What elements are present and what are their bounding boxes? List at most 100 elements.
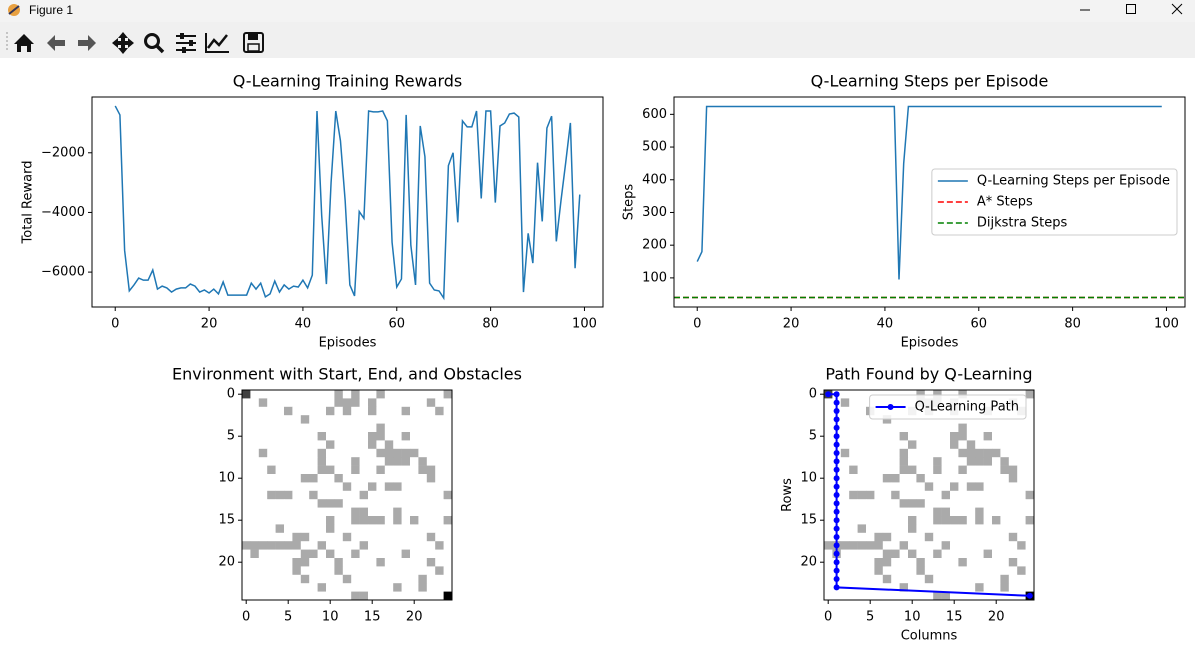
grid-cell xyxy=(342,583,352,592)
grid-cell xyxy=(1000,541,1010,550)
grid-cell xyxy=(426,524,436,534)
grid-cell xyxy=(309,591,318,601)
grid-cell xyxy=(992,448,1001,458)
grid-cell xyxy=(401,398,411,408)
grid-cell xyxy=(1025,423,1035,433)
grid-cell xyxy=(1008,507,1018,517)
grid-cell xyxy=(941,566,951,576)
save-button[interactable] xyxy=(243,32,264,53)
y-tick-label: 500 xyxy=(642,140,667,155)
grid-cell xyxy=(275,507,285,517)
grid-cell xyxy=(334,390,344,399)
grid-cell xyxy=(418,558,428,567)
grid-cell xyxy=(891,566,900,576)
grid-cell xyxy=(966,474,976,483)
subplot: 0 5 10 15 20 0 5 10 15 20 Path Found by Q-Learning… xyxy=(780,365,1035,644)
grid-cell xyxy=(334,465,344,475)
grid-cell xyxy=(983,490,993,500)
grid-cell xyxy=(1008,583,1018,592)
grid-cell xyxy=(849,398,858,408)
home-button[interactable] xyxy=(14,34,34,52)
edit-axis-button[interactable] xyxy=(205,33,229,53)
grid-cell xyxy=(866,490,875,500)
grid-cell xyxy=(410,558,419,567)
grid-cell xyxy=(435,499,444,508)
subplot: 0 5 10 15 20 0 5 10 15 20 Environment with Start, … xyxy=(172,365,522,625)
y-tick-label: 600 xyxy=(642,107,667,122)
grid-cell xyxy=(933,499,942,508)
grid-cell xyxy=(334,549,344,559)
grid-cell xyxy=(410,398,419,408)
grid-cell xyxy=(1008,558,1018,567)
grid-cell xyxy=(983,574,993,584)
grid-cell xyxy=(882,507,892,517)
grid-cell xyxy=(832,591,842,601)
grid-cell xyxy=(966,507,976,517)
grid-cell xyxy=(950,415,959,424)
grid-cell xyxy=(1017,532,1026,542)
grid-cell xyxy=(359,583,369,592)
y-tick-label: 400 xyxy=(642,172,667,187)
pan-button[interactable] xyxy=(112,32,134,54)
grid-cell xyxy=(1025,541,1035,550)
grid-cell xyxy=(300,541,310,550)
grid-cell xyxy=(958,541,968,550)
grid-cell xyxy=(891,549,900,559)
grid-cell xyxy=(924,490,934,500)
grid-cell xyxy=(435,524,444,534)
grid-cell xyxy=(309,499,318,508)
grid-cell xyxy=(393,541,402,550)
maximize-button[interactable] xyxy=(1108,0,1154,22)
grid-cell xyxy=(874,583,884,592)
grid-cell xyxy=(950,591,959,601)
grid-cell xyxy=(435,390,444,399)
grid-cell xyxy=(317,524,327,534)
grid-cell xyxy=(258,507,268,517)
grid-cell xyxy=(284,541,293,550)
grid-cell xyxy=(958,558,968,567)
grid-cell xyxy=(840,432,850,441)
grid-cell xyxy=(359,532,369,542)
grid-cell xyxy=(368,490,377,500)
grid-cell xyxy=(824,490,833,500)
legend-label: Q-Learning Steps per Episode xyxy=(977,174,1170,189)
grid-cell xyxy=(840,541,850,550)
y-tick-label: −4000 xyxy=(41,205,85,220)
grid-cell xyxy=(1000,440,1010,450)
configure-button[interactable] xyxy=(176,33,196,53)
grid-cell xyxy=(941,490,951,500)
grid-cell xyxy=(916,574,926,584)
grid-cell xyxy=(975,457,984,466)
grid-cell xyxy=(840,558,850,567)
grid-cell xyxy=(275,432,285,441)
minimize-button[interactable] xyxy=(1062,0,1108,22)
grid-cell xyxy=(418,583,428,592)
grid-cell xyxy=(309,432,318,441)
grid-cell xyxy=(908,532,917,542)
grid-cell xyxy=(857,415,867,424)
grid-cell xyxy=(384,524,394,534)
grid-cell xyxy=(1017,457,1026,466)
grid-cell xyxy=(384,499,394,508)
grid-cell xyxy=(284,574,293,584)
window-title: Figure 1 xyxy=(29,3,73,17)
grid-cell xyxy=(899,566,909,576)
grid-cell xyxy=(435,583,444,592)
zoom-button[interactable] xyxy=(144,33,165,54)
grid-cell xyxy=(992,490,1001,500)
x-tick-label: 20 xyxy=(201,317,218,332)
grid-cell xyxy=(443,574,453,584)
grid-cell xyxy=(849,432,858,441)
grid-cell xyxy=(384,566,394,576)
close-button[interactable] xyxy=(1154,0,1195,22)
data-point xyxy=(833,550,840,557)
grid-cell xyxy=(435,532,444,542)
grid-cell xyxy=(874,415,884,424)
grid-cell xyxy=(1025,583,1035,592)
toolbar xyxy=(0,22,1195,58)
back-button[interactable] xyxy=(47,35,65,51)
grid-cell xyxy=(908,457,917,466)
forward-button[interactable] xyxy=(78,35,96,51)
grid-cell xyxy=(384,541,394,550)
grid-cell xyxy=(824,583,833,592)
